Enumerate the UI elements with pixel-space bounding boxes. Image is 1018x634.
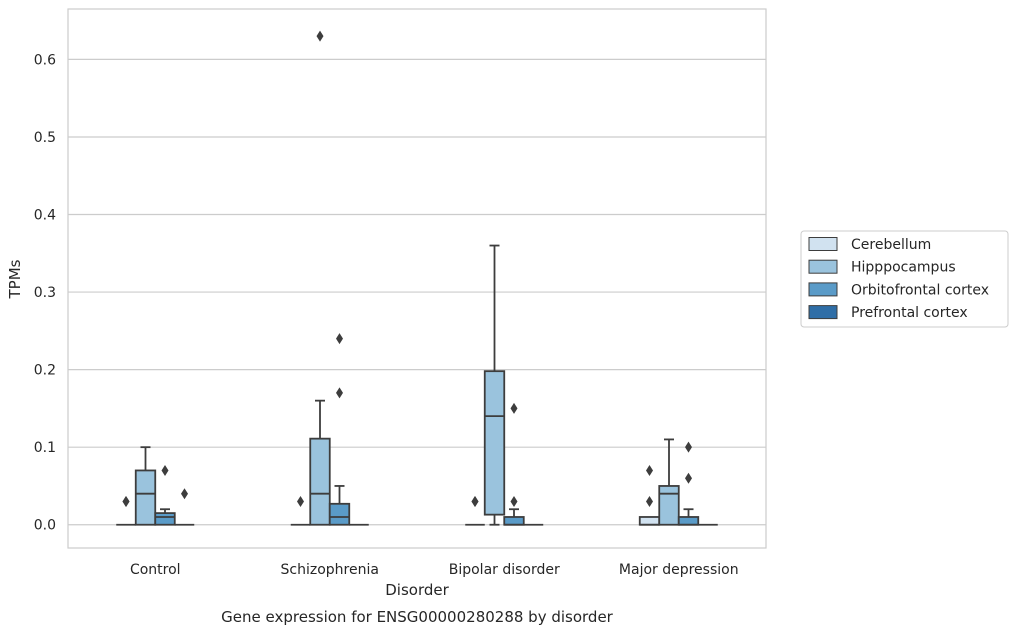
- plot-frame: [67, 8, 767, 549]
- y-tick-label: 0.1: [34, 440, 56, 456]
- outlier-point: [122, 495, 130, 507]
- box-group: [638, 464, 661, 526]
- box: [503, 516, 525, 526]
- outlier-point: [646, 464, 653, 476]
- legend-label: Orbitofrontal cortex: [851, 282, 989, 298]
- x-tick-label: Schizophrenia: [281, 562, 379, 578]
- x-axis-title: Disorder: [385, 581, 449, 599]
- box-group: [483, 244, 506, 526]
- box: [309, 437, 331, 526]
- outlier-point: [336, 387, 343, 399]
- outlier-point: [510, 495, 518, 507]
- x-tick-label: Major depression: [619, 562, 739, 578]
- box-group: [465, 495, 485, 526]
- box-group: [658, 438, 680, 526]
- box: [638, 516, 661, 526]
- y-tick-label: 0.0: [34, 518, 56, 534]
- box-group: [174, 488, 195, 526]
- x-tick-label: Bipolar disorder: [449, 562, 560, 578]
- box-plot-area: [116, 30, 718, 526]
- outlier-point: [297, 495, 304, 507]
- figure-caption: Gene expression for ENSG00000280288 by d…: [221, 608, 614, 626]
- box: [328, 502, 351, 526]
- outlier-point: [685, 441, 692, 453]
- legend: Cerebellum Hipppocampus Orbitofrontal cort…: [800, 230, 1009, 328]
- outlier-point: [685, 472, 692, 484]
- y-tick-label: 0.3: [34, 285, 56, 301]
- box: [483, 370, 506, 516]
- outlier-point: [181, 488, 188, 500]
- y-tick-label: 0.4: [34, 208, 56, 224]
- x-axis-ticks: Control Schizophrenia Bipolar disorder Majo…: [130, 562, 739, 578]
- legend-swatch: [808, 282, 838, 297]
- legend-frame: [800, 230, 1009, 328]
- y-axis-title: TPMs: [6, 259, 24, 299]
- box-group: [116, 495, 136, 526]
- outlier-point: [510, 402, 518, 414]
- box-group: [503, 402, 525, 526]
- box: [677, 516, 700, 526]
- legend-swatch: [808, 259, 838, 274]
- outlier-point: [471, 495, 479, 507]
- legend-label: Cerebellum: [851, 237, 931, 253]
- outlier-point: [336, 333, 343, 345]
- box-group: [328, 333, 351, 526]
- outlier-point: [316, 30, 324, 42]
- box: [134, 469, 157, 526]
- box-group: [290, 495, 311, 526]
- box-group: [134, 446, 157, 526]
- outlier-point: [646, 495, 653, 507]
- y-tick-label: 0.5: [34, 130, 56, 146]
- box: [154, 512, 176, 526]
- legend-swatch: [808, 305, 838, 320]
- x-tick-label: Control: [130, 562, 181, 578]
- y-tick-label: 0.6: [34, 52, 56, 68]
- y-axis-ticks: 0.0 0.1 0.2 0.3 0.4 0.5 0.6: [34, 52, 56, 533]
- legend-swatch: [808, 237, 838, 251]
- grid-lines: [68, 58, 766, 526]
- outlier-point: [161, 464, 169, 476]
- legend-items: Cerebellum Hipppocampus Orbitofrontal cort…: [808, 237, 989, 321]
- box-group: [154, 464, 176, 526]
- y-tick-label: 0.2: [34, 363, 56, 379]
- box: [658, 485, 680, 526]
- box-group: [677, 441, 700, 526]
- legend-label: Prefrontal cortex: [851, 305, 968, 321]
- box-group: [309, 30, 331, 526]
- legend-label: Hipppocampus: [851, 260, 956, 276]
